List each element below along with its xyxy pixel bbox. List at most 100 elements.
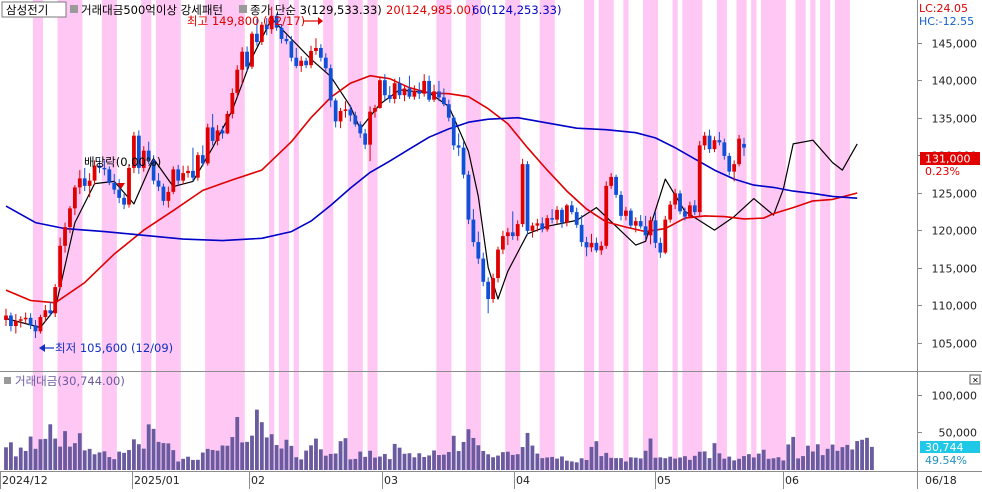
candle [702, 131, 707, 150]
candle-body [441, 97, 446, 105]
candle [614, 174, 618, 198]
volume-bar [555, 458, 559, 470]
candle [402, 84, 407, 102]
highlight-band [780, 0, 786, 470]
candle-body [614, 176, 618, 195]
candle [501, 230, 505, 255]
candle-body [289, 41, 294, 58]
volume-bar [638, 458, 643, 470]
stock-name-box[interactable] [1, 1, 67, 18]
hc-value: HC:-12.55 [919, 15, 974, 28]
candle [156, 173, 161, 192]
volume-bar [742, 456, 746, 470]
volume-bar [181, 458, 186, 470]
volume-bar [210, 449, 215, 470]
highlight-band [608, 0, 614, 470]
candle [525, 161, 530, 236]
volume-bar [161, 443, 166, 470]
candle-body [496, 249, 500, 279]
candle-body [240, 51, 245, 70]
candle [643, 215, 648, 240]
candle-body [417, 90, 422, 94]
filter-label: 거래대금500억이상 강세패턴 [81, 3, 223, 17]
volume-bar [323, 455, 328, 470]
volume-bar [240, 442, 245, 470]
candle [314, 38, 318, 55]
volume-bar [264, 437, 269, 470]
candle-body [38, 317, 43, 332]
candle-body [564, 205, 569, 223]
volume-bar [255, 409, 259, 470]
candle-body [112, 182, 117, 190]
candle [9, 312, 13, 332]
x-tick-label: 2024/12 [2, 474, 48, 487]
volume-bar [535, 453, 540, 470]
candle-body [136, 135, 141, 168]
candle [471, 209, 476, 247]
volume-bar [195, 459, 200, 470]
candle [545, 215, 550, 232]
highlight-band [293, 0, 299, 470]
volume-title[interactable]: 거래대금(30,744.00) [15, 374, 125, 388]
candle-body [402, 88, 407, 96]
highlight-band [224, 0, 230, 470]
candle-body [333, 100, 338, 122]
candle [141, 146, 146, 172]
candle [678, 190, 682, 215]
close-icon: ✕ [972, 376, 979, 385]
candle [299, 56, 304, 72]
candle [245, 46, 249, 72]
highlight-band [770, 0, 777, 470]
volume-bar [550, 456, 555, 470]
volume-bar [850, 449, 855, 470]
candle-body [683, 211, 687, 217]
volume-badge-value: 30,744 [925, 441, 964, 454]
volume-bar [648, 438, 653, 470]
highlight-band [269, 0, 275, 470]
volume-bar [28, 436, 33, 470]
candle-body [28, 317, 33, 326]
candle [742, 137, 746, 156]
volume-bar [687, 459, 692, 470]
candle-body [255, 33, 259, 42]
highlight-band [57, 0, 63, 470]
volume-bar [378, 456, 382, 470]
volume-bar [92, 454, 97, 470]
panel-close-button[interactable] [969, 374, 981, 385]
candle-body [264, 24, 269, 30]
candle-body [579, 224, 584, 243]
candle [466, 170, 471, 225]
ma60-legend[interactable]: 60(124,253.33) [472, 3, 561, 17]
ma-square-icon [239, 5, 247, 13]
highlight-band [283, 0, 290, 470]
candle [584, 236, 589, 257]
volume-bar [171, 450, 176, 470]
candle [4, 308, 8, 327]
candle-body [82, 178, 87, 186]
candle-body [456, 145, 461, 148]
highlight-band [229, 0, 235, 470]
candle [191, 147, 195, 182]
candle [92, 160, 97, 186]
volume-bar [860, 439, 864, 470]
volume-bar [505, 451, 510, 470]
volume-bar [269, 434, 274, 470]
volume-bar [692, 455, 697, 470]
x-tick-label: 05 [657, 474, 671, 487]
candle [77, 170, 82, 195]
candle [569, 200, 574, 215]
volume-bar [756, 453, 761, 470]
volume-bar [486, 454, 491, 470]
highlight-band [352, 0, 358, 470]
volume-bar [48, 424, 53, 470]
volume-bar [761, 449, 766, 470]
candle [58, 237, 63, 291]
candle-body [107, 169, 112, 183]
chart-legend: 삼성전기 거래대금500억이상 강세패턴 종가 단순 3(129,533.33)… [1, 1, 561, 18]
ma20-legend[interactable]: 20(124,985.00) [386, 3, 475, 17]
highlight-band [347, 0, 353, 470]
ma3-legend[interactable]: 종가 단순 3(129,533.33) [250, 3, 382, 17]
y-tick-label: 135,000 [932, 113, 978, 126]
